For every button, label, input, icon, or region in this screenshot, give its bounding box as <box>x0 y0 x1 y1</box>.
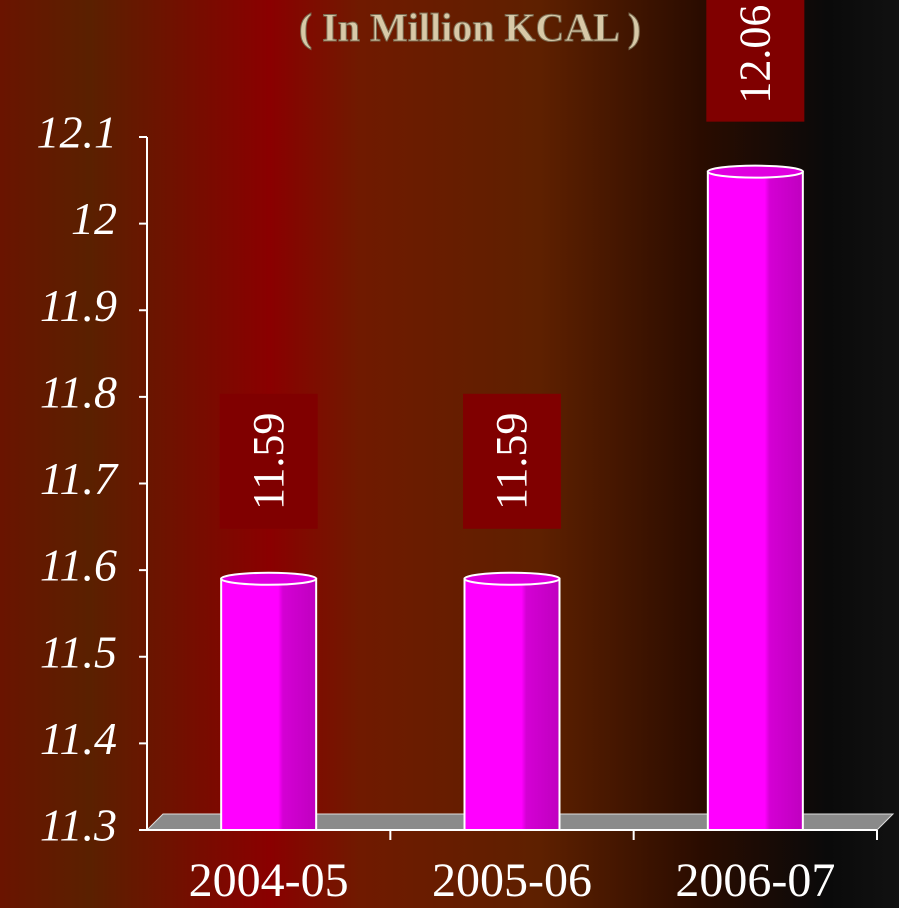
bar-top <box>463 571 561 586</box>
y-tick-label: 11.8 <box>40 366 117 417</box>
bar-top <box>220 571 318 586</box>
y-tick-label: 11.7 <box>40 453 119 504</box>
x-tick-label: 2004-05 <box>189 854 349 907</box>
bar <box>463 577 561 831</box>
y-tick-label: 11.6 <box>40 540 117 591</box>
value-label-box <box>463 393 561 529</box>
value-label-box <box>706 0 805 122</box>
value-label: 11.59 <box>487 413 536 510</box>
bar-top <box>706 164 804 179</box>
x-tick-label: 2006-07 <box>675 854 835 907</box>
y-tick-label: 12 <box>71 193 117 244</box>
bar <box>220 577 318 831</box>
y-tick-label: 11.5 <box>40 626 117 677</box>
value-label: 11.59 <box>244 413 293 510</box>
bar <box>706 170 804 831</box>
y-tick-label: 12.1 <box>37 107 118 158</box>
chart-title: ( In Million KCAL ) <box>299 5 641 50</box>
value-label: 12.06 <box>730 5 779 104</box>
x-tick-label: 2005-06 <box>432 854 592 907</box>
y-tick-label: 11.9 <box>40 280 117 331</box>
y-tick-label: 11.3 <box>40 800 117 851</box>
y-tick-label: 11.4 <box>40 713 117 764</box>
value-label-box <box>219 393 318 529</box>
